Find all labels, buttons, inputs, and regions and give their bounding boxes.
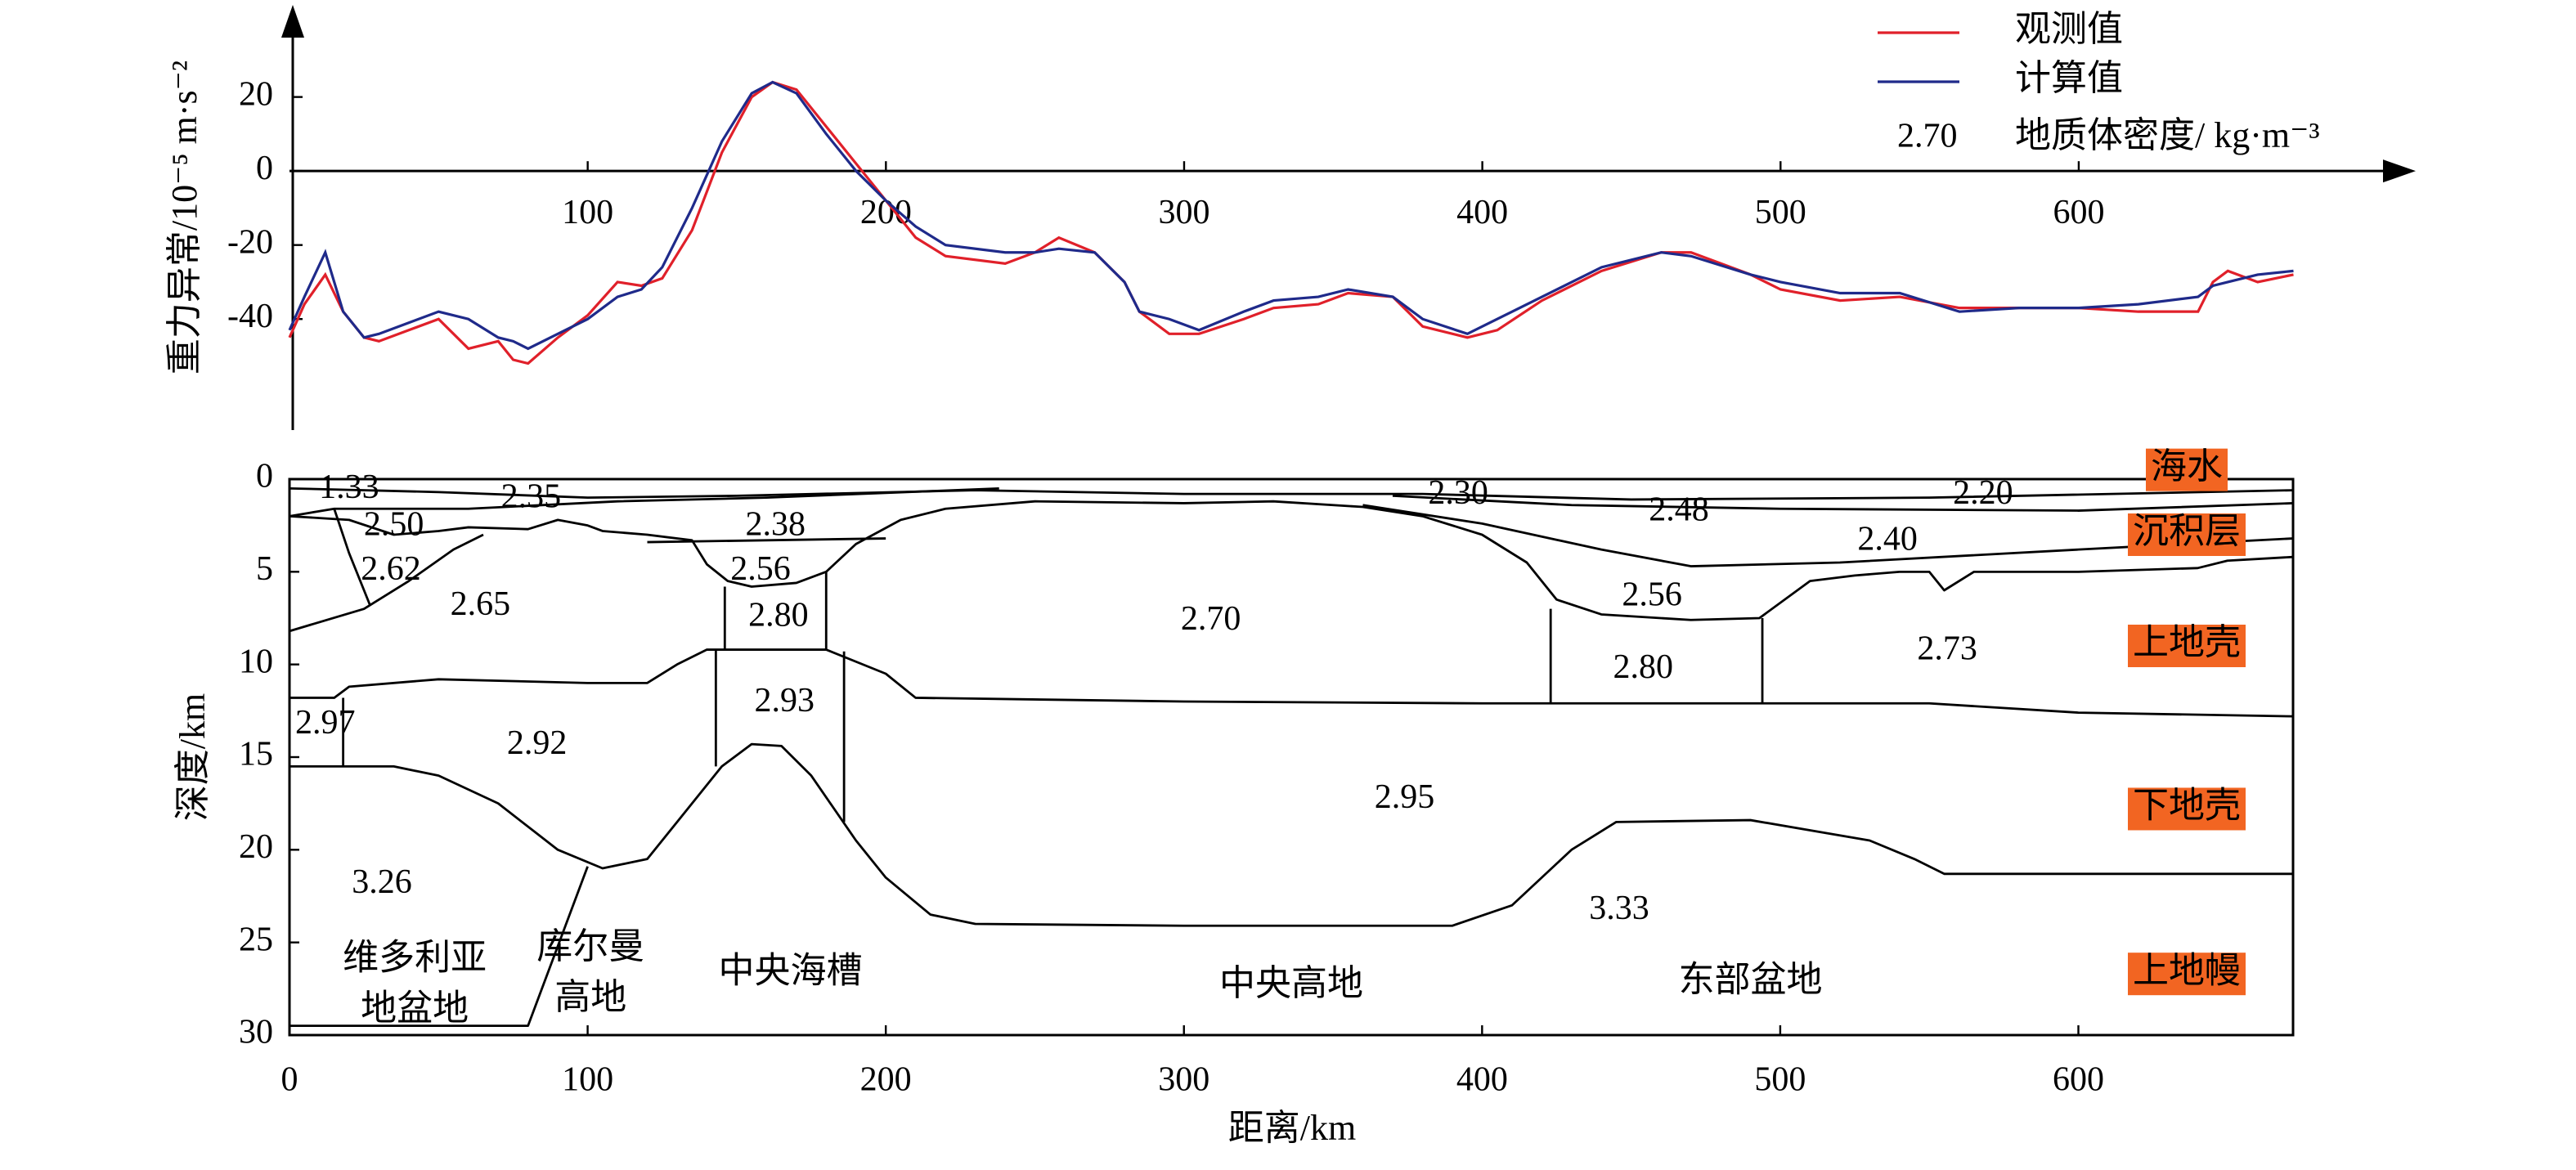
x-tick-label: 500 [1754, 1061, 1806, 1099]
boundary [289, 486, 2294, 501]
y-tick-label: 15 [239, 736, 273, 773]
x-tick-label: 100 [562, 1061, 613, 1099]
x-tick-label: 300 [1158, 1061, 1209, 1099]
y-axis-arrow [281, 5, 304, 38]
legend-label: 观测值 [2015, 9, 2123, 49]
density-label: 2.97 [295, 704, 356, 742]
density-label: 3.33 [1589, 890, 1649, 927]
density-label: 2.80 [748, 597, 809, 634]
boundary [289, 533, 484, 633]
y-tick-label: 5 [256, 550, 273, 588]
x-tick-label: 400 [1456, 194, 1508, 231]
y-tick-label: 10 [239, 643, 273, 680]
density-label: 2.73 [1917, 630, 1977, 667]
layer-box [2128, 953, 2246, 996]
x-axis-title: 距离/km [1228, 1108, 1356, 1148]
boundary [289, 500, 2294, 621]
series-line [288, 80, 2294, 351]
boundary [333, 508, 371, 606]
y-tick-label: -20 [227, 223, 273, 261]
y-tick-label: 30 [239, 1014, 273, 1051]
y-axis-title: 深度/km [173, 693, 213, 821]
series-line [288, 80, 2294, 365]
boundary [1392, 495, 2294, 512]
density-label: 2.48 [1649, 491, 1709, 528]
density-label: 2.62 [361, 550, 421, 588]
x-tick-label: 600 [2053, 194, 2104, 231]
legend-sample: 2.70 [1897, 118, 1958, 155]
density-label: 2.35 [501, 478, 562, 516]
density-label: 2.40 [1857, 521, 1918, 558]
layer-box [2128, 787, 2246, 831]
layer-box [2128, 513, 2246, 556]
layer-label: 沉积层 [2133, 511, 2241, 551]
density-label: 2.20 [1953, 474, 2013, 512]
x-tick-label: 400 [1456, 1061, 1508, 1099]
boundary [289, 486, 999, 518]
x-tick-label: 0 [281, 1061, 298, 1099]
y-tick-label: 20 [239, 75, 273, 113]
layer-label: 下地壳 [2133, 786, 2241, 826]
density-label: 2.70 [1181, 600, 1241, 638]
legend-label: 地质体密度/ kg·m⁻³ [2015, 115, 2320, 155]
boundary [647, 537, 886, 544]
density-label: 2.30 [1428, 474, 1488, 512]
layer-label: 上地幔 [2133, 950, 2241, 990]
layer-box [2128, 625, 2246, 667]
density-label: 2.80 [1613, 648, 1673, 686]
boundary [289, 648, 2294, 718]
region-label: 中央高地 [1219, 963, 1363, 1003]
layer-label: 上地壳 [2133, 622, 2241, 662]
y-tick-label: 25 [239, 921, 273, 958]
region-label: 中央海槽 [719, 950, 863, 990]
density-label: 2.50 [364, 506, 424, 544]
x-tick-label: 100 [562, 194, 613, 231]
density-label: 3.26 [352, 863, 412, 901]
boundary [289, 742, 2293, 927]
boundary [289, 866, 589, 1028]
x-tick-label: 600 [2053, 1061, 2104, 1099]
density-label: 2.56 [1622, 576, 1682, 614]
density-label: 2.93 [754, 682, 815, 719]
x-tick-label: 500 [1755, 194, 1806, 231]
y-tick-label: 0 [256, 458, 273, 495]
legend-label: 计算值 [2015, 58, 2123, 98]
x-tick-label: 200 [860, 1061, 912, 1099]
x-axis-arrow [2383, 159, 2416, 183]
density-label: 2.38 [746, 506, 806, 544]
region-label: 库尔曼 [536, 926, 644, 966]
y-tick-label: -40 [227, 298, 273, 335]
region-label: 地盆地 [361, 988, 469, 1028]
region-label: 东部盆地 [1678, 960, 1822, 1000]
x-tick-label: 300 [1158, 194, 1209, 231]
boundary [1362, 504, 2294, 567]
layer-label: 海水 [2151, 446, 2223, 486]
y-tick-label: 0 [256, 150, 273, 187]
density-label: 2.95 [1375, 778, 1435, 816]
region-label: 维多利亚 [343, 937, 487, 977]
y-tick-label: 20 [239, 828, 273, 866]
density-label: 2.65 [451, 585, 511, 623]
density-label: 2.92 [507, 724, 568, 762]
layer-box [2146, 448, 2228, 491]
density-label: 2.56 [730, 550, 791, 588]
y-axis-title: 重力异常/10⁻⁵ m·s⁻² [164, 61, 204, 374]
region-label: 高地 [554, 977, 626, 1017]
density-label: 1.33 [319, 468, 379, 506]
